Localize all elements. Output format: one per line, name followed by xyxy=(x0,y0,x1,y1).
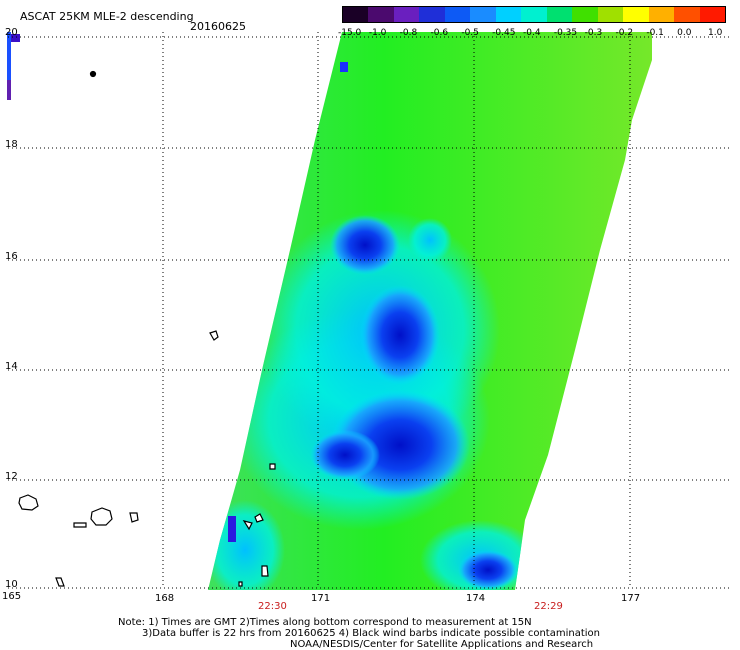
colorbar-tick-label: -1.0 xyxy=(368,28,387,38)
colorbar-segment xyxy=(419,7,445,22)
colorbar-segment xyxy=(597,7,624,22)
lat-label: 16 xyxy=(5,251,18,262)
colorbar-segment xyxy=(648,7,675,22)
colorbar-tick-label: -0.6 xyxy=(430,28,449,38)
footer-note-1: Note: 1) Times are GMT 2)Times along bot… xyxy=(118,617,532,628)
map-title: ASCAT 25KM MLE-2 descending xyxy=(20,10,194,23)
colorbar-tick-label: -0.3 xyxy=(584,28,603,38)
footer-note-2: 3)Data buffer is 22 hrs from 20160625 4)… xyxy=(142,628,600,639)
lat-label: 18 xyxy=(5,139,18,150)
colorbar-segment xyxy=(368,7,394,22)
colorbar-tick-label: -0.35 xyxy=(553,28,578,38)
colorbar-segment xyxy=(470,7,496,22)
colorbar-tick-label: 0.0 xyxy=(677,28,692,38)
data-swath xyxy=(208,32,652,590)
lon-label: 168 xyxy=(155,593,175,604)
colorbar-segment xyxy=(623,7,649,22)
time-label: 22:30 xyxy=(258,601,287,612)
edge-strip xyxy=(7,32,11,100)
lat-label: 12 xyxy=(5,471,18,482)
lon-label: 174 xyxy=(466,593,486,604)
colorbar-tick-label: -0.8 xyxy=(399,28,418,38)
colorbar-tick-label: -0.2 xyxy=(615,28,634,38)
lon-label: 165 xyxy=(2,591,22,602)
lat-label: 10 xyxy=(5,579,18,590)
lon-label: 177 xyxy=(621,593,641,604)
colorbar-segment xyxy=(546,7,573,22)
footer-credit: NOAA/NESDIS/Center for Satellite Applica… xyxy=(290,639,594,650)
colorbar-segment xyxy=(699,7,726,22)
coastlines xyxy=(18,70,276,587)
time-label: 22:29 xyxy=(534,601,563,612)
lat-label: 14 xyxy=(5,361,18,372)
map-date: 20160625 xyxy=(190,20,246,33)
colorbar-segment xyxy=(674,7,700,22)
colorbar-segment xyxy=(495,7,522,22)
colorbar-segment xyxy=(393,7,420,22)
lon-label: 171 xyxy=(311,593,331,604)
colorbar xyxy=(342,6,726,23)
colorbar-tick-label: -0.4 xyxy=(523,28,541,38)
colorbar-tick-label: -15.0 xyxy=(338,28,362,38)
colorbar-segment xyxy=(572,7,598,22)
colorbar-segment xyxy=(343,7,369,22)
colorbar-segment xyxy=(521,7,547,22)
colorbar-tick-label: -0.45 xyxy=(492,28,516,38)
colorbar-tick-label: -0.5 xyxy=(461,28,479,38)
colorbar-tick-label: 1.0 xyxy=(708,28,723,38)
lat-lon-grid xyxy=(8,32,732,589)
lat-label: 20 xyxy=(5,27,18,38)
colorbar-tick-label: -0.1 xyxy=(646,28,664,38)
colorbar-segment xyxy=(444,7,471,22)
